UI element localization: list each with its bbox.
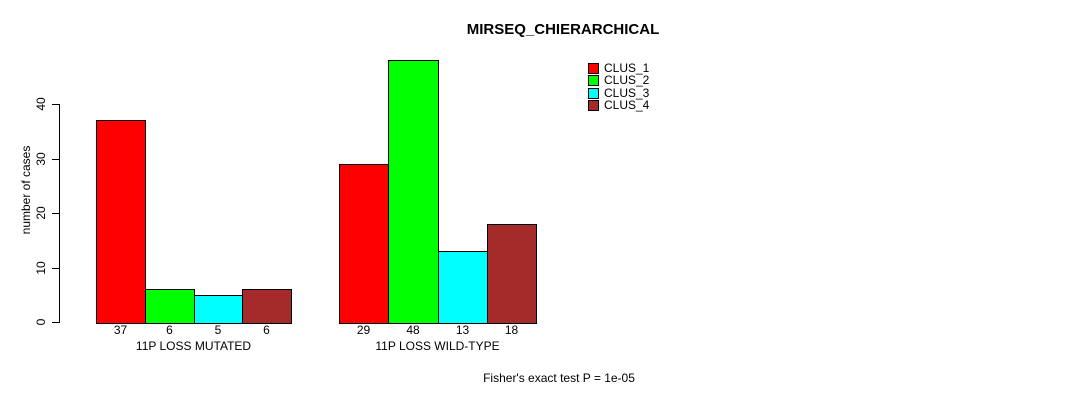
bar-value-label: 6: [166, 323, 173, 337]
bar-value-label: 29: [356, 323, 371, 337]
y-axis-tick-label: 10: [34, 261, 48, 275]
bar-value-label: 5: [214, 323, 222, 337]
y-axis-tick: [52, 104, 59, 105]
legend-swatch: [588, 100, 599, 111]
y-axis-tick-label: 30: [34, 152, 48, 166]
y-axis-tick: [52, 268, 59, 269]
y-axis-line: [59, 104, 60, 323]
y-axis-tick: [52, 213, 59, 214]
legend-swatch: [588, 88, 599, 99]
fisher-test-annotation: Fisher's exact test P = 1e-05: [483, 371, 635, 385]
category-label: 11P LOSS MUTATED: [135, 339, 252, 353]
y-axis-tick-label: 0: [34, 318, 48, 326]
bar-clus_1-group1: [96, 120, 146, 324]
bar-value-label: 13: [455, 323, 470, 337]
y-axis-tick: [52, 322, 59, 323]
category-label: 11P LOSS WILD-TYPE: [375, 339, 500, 353]
y-axis-tick-label: 40: [34, 97, 48, 111]
bar-value-label: 6: [263, 323, 270, 337]
bar-clus_2-group2: [388, 60, 439, 324]
bar-value-label: 37: [113, 323, 128, 337]
legend-swatch: [588, 63, 599, 74]
bar-clus_4-group1: [242, 289, 292, 324]
y-axis-label: number of cases: [19, 145, 33, 235]
y-axis-tick-label: 20: [34, 206, 48, 220]
bar-clus_2-group1: [145, 289, 195, 324]
bar-clus_3-group1: [194, 295, 243, 324]
legend-label: CLUS_1: [604, 61, 650, 75]
bar-clus_3-group2: [438, 251, 488, 324]
legend-label: CLUS_4: [604, 98, 650, 112]
legend-label: CLUS_2: [604, 73, 650, 87]
y-axis-tick: [52, 159, 59, 160]
bar-value-label: 18: [504, 323, 519, 337]
bar-value-label: 48: [406, 323, 420, 337]
bar-clus_1-group2: [339, 164, 389, 324]
bar-clus_4-group2: [487, 224, 537, 324]
chart-title: MIRSEQ_CHIERARCHICAL: [466, 21, 660, 38]
legend-label: CLUS_3: [604, 86, 650, 100]
legend-swatch: [588, 75, 599, 86]
